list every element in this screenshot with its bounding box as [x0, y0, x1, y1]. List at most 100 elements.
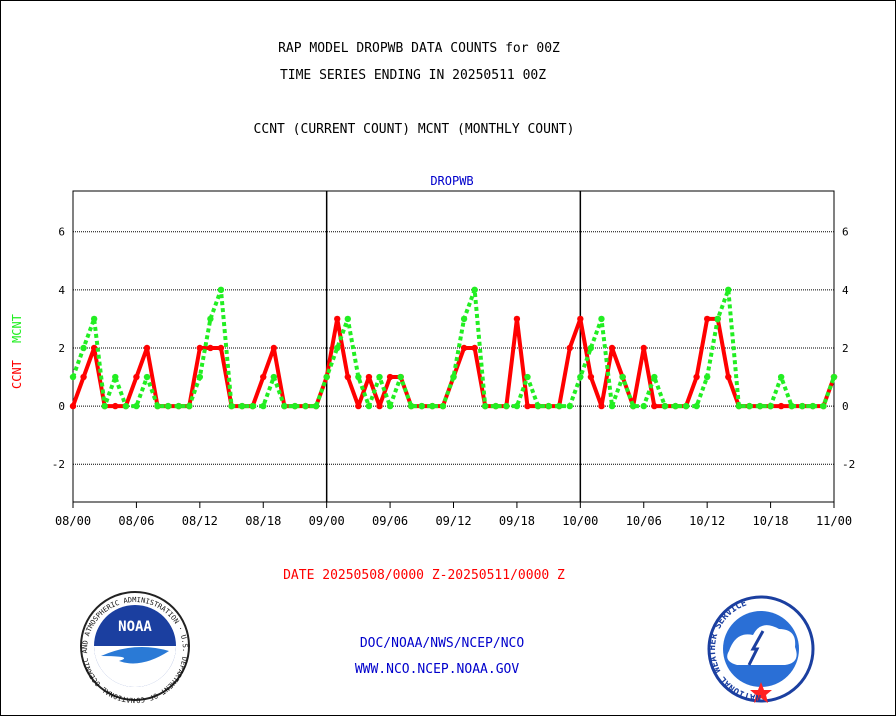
point-mcnt — [524, 373, 531, 381]
point-mcnt — [302, 402, 309, 410]
point-ccnt — [640, 344, 647, 352]
y-tick-label-right: 0 — [842, 400, 849, 413]
x-tick-label: 09/18 — [499, 514, 535, 528]
point-mcnt — [196, 373, 204, 381]
point-mcnt — [439, 402, 447, 410]
point-mcnt — [133, 402, 140, 410]
y-tick-label-left: 2 — [58, 342, 65, 355]
y-tick-label-left: -2 — [52, 458, 65, 471]
noaa-logo-text: NOAA — [118, 619, 152, 635]
point-mcnt — [566, 402, 573, 410]
x-tick-label: 08/00 — [55, 514, 91, 528]
plot-frame — [72, 190, 835, 503]
point-ccnt — [566, 344, 573, 352]
x-tick-label: 09/06 — [372, 514, 408, 528]
point-mcnt — [682, 402, 690, 410]
title-line2: TIME SERIES ENDING IN 20250511 00Z — [280, 68, 546, 83]
point-mcnt — [746, 402, 753, 410]
point-ccnt — [376, 402, 383, 410]
point-ccnt — [344, 373, 352, 381]
point-mcnt — [809, 402, 817, 410]
point-mcnt — [492, 402, 499, 410]
point-mcnt — [608, 402, 616, 410]
chart-title: DROPWB — [430, 174, 473, 188]
point-mcnt — [693, 402, 700, 410]
x-tick-label: 11/00 — [816, 514, 852, 528]
point-mcnt — [270, 373, 278, 381]
point-mcnt — [788, 402, 795, 410]
point-ccnt — [112, 402, 119, 410]
point-ccnt — [260, 373, 267, 381]
point-mcnt — [323, 373, 330, 381]
point-mcnt — [365, 402, 373, 410]
point-mcnt — [482, 402, 489, 410]
point-mcnt — [767, 402, 774, 410]
point-ccnt — [334, 315, 341, 323]
point-ccnt — [133, 373, 140, 381]
point-mcnt — [164, 402, 172, 410]
point-mcnt — [90, 315, 98, 323]
point-mcnt — [386, 402, 394, 410]
point-mcnt — [355, 373, 362, 381]
point-mcnt — [629, 402, 637, 410]
point-mcnt — [471, 286, 478, 294]
point-mcnt — [577, 373, 584, 381]
point-ccnt — [587, 373, 595, 381]
title-line1: RAP MODEL DROPWB DATA COUNTS for 00Z — [278, 41, 560, 56]
point-mcnt — [545, 402, 552, 410]
point-mcnt — [672, 402, 679, 410]
point-ccnt — [355, 402, 362, 410]
footer-org: DOC/NOAA/NWS/NCEP/NCO — [360, 636, 525, 651]
point-mcnt — [830, 373, 838, 381]
point-mcnt — [725, 286, 732, 294]
point-ccnt — [217, 344, 225, 352]
point-mcnt — [344, 315, 352, 323]
point-mcnt — [450, 373, 457, 381]
point-ccnt — [524, 402, 531, 410]
point-mcnt — [80, 344, 87, 352]
point-mcnt — [249, 402, 256, 410]
ylabel-ccnt: CCNT — [10, 360, 24, 389]
y-tick-label-right: 2 — [842, 342, 849, 355]
point-ccnt — [270, 344, 278, 352]
point-ccnt — [90, 344, 98, 352]
point-mcnt — [175, 402, 182, 410]
point-mcnt — [69, 373, 77, 381]
x-tick-label: 10/00 — [562, 514, 598, 528]
y-tick-label-left: 0 — [58, 400, 65, 413]
x-tick-label: 10/18 — [753, 514, 789, 528]
nws-logo: NATIONAL WEATHER SERVICE — [707, 595, 815, 703]
point-mcnt — [777, 373, 785, 381]
point-ccnt — [703, 315, 711, 323]
point-ccnt — [471, 344, 478, 352]
point-ccnt — [460, 344, 468, 352]
y-tick-label-left: 4 — [58, 284, 65, 297]
point-mcnt — [408, 402, 415, 410]
point-ccnt — [608, 344, 616, 352]
point-mcnt — [154, 402, 161, 410]
point-mcnt — [143, 373, 151, 381]
point-mcnt — [799, 402, 806, 410]
plot-area: -2 -2 0 0 2 2 4 4 6 6 08/00 08/06 08/12 08/18 09/00 09/… — [52, 190, 855, 528]
point-mcnt — [714, 315, 721, 323]
point-ccnt — [365, 373, 373, 381]
point-mcnt — [418, 402, 425, 410]
point-mcnt — [619, 373, 626, 381]
point-ccnt — [777, 402, 785, 410]
y-tick-label-right: -2 — [842, 458, 855, 471]
point-mcnt — [598, 315, 605, 323]
point-ccnt — [69, 402, 77, 410]
point-mcnt — [513, 402, 521, 410]
y-tick-label-left: 6 — [58, 226, 65, 239]
point-mcnt — [820, 402, 827, 410]
point-mcnt — [503, 402, 510, 410]
point-mcnt — [661, 402, 669, 410]
point-mcnt — [587, 344, 595, 352]
point-mcnt — [228, 402, 235, 410]
x-tick-label: 08/06 — [118, 514, 154, 528]
point-ccnt — [725, 373, 732, 381]
x-tick-label: 09/00 — [309, 514, 345, 528]
x-tick-label: 10/06 — [626, 514, 662, 528]
point-mcnt — [334, 344, 341, 352]
point-ccnt — [693, 373, 700, 381]
